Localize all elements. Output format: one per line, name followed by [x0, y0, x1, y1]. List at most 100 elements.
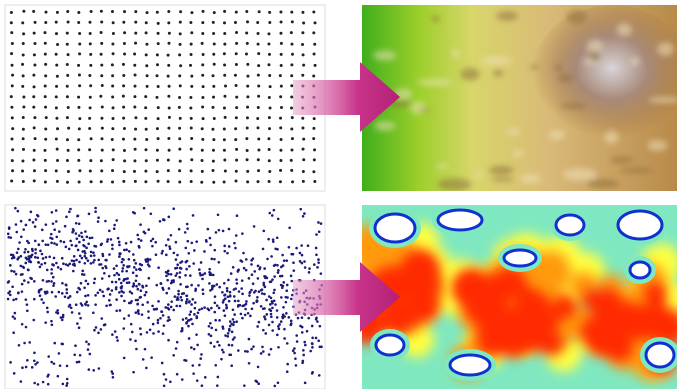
point	[136, 298, 140, 302]
point	[108, 299, 111, 302]
point	[156, 117, 160, 121]
point	[167, 84, 171, 88]
point	[248, 294, 251, 297]
point	[256, 365, 260, 369]
point	[267, 42, 271, 46]
point	[87, 342, 91, 346]
point	[129, 338, 132, 341]
point	[180, 378, 184, 381]
point	[10, 31, 14, 35]
point	[122, 291, 125, 294]
point	[149, 212, 153, 216]
point	[144, 106, 148, 110]
point	[99, 52, 103, 56]
point	[277, 325, 280, 328]
point	[13, 317, 17, 320]
point	[223, 293, 226, 297]
point	[33, 20, 37, 24]
point	[223, 158, 227, 162]
point	[233, 299, 237, 303]
point	[133, 159, 137, 163]
point	[132, 169, 136, 173]
point	[55, 179, 59, 183]
point	[10, 42, 14, 46]
heat-hole	[374, 333, 406, 357]
point	[89, 52, 93, 56]
point	[79, 281, 83, 285]
point	[212, 84, 216, 88]
point	[233, 21, 237, 25]
point	[265, 313, 269, 316]
point	[301, 170, 305, 174]
point	[212, 180, 216, 184]
point	[17, 343, 21, 347]
point	[50, 280, 53, 283]
point	[91, 261, 95, 264]
point	[110, 63, 114, 67]
point	[307, 271, 311, 274]
point	[106, 287, 109, 291]
point	[84, 230, 87, 233]
point	[62, 262, 65, 266]
point	[313, 21, 317, 25]
point	[54, 295, 57, 298]
point	[77, 63, 81, 67]
point	[86, 348, 90, 351]
point	[59, 316, 63, 319]
point	[133, 95, 137, 99]
point	[281, 286, 284, 290]
ridge	[586, 39, 604, 53]
point	[214, 328, 218, 332]
point	[172, 251, 176, 255]
point	[303, 340, 307, 344]
point	[200, 384, 204, 388]
point	[59, 267, 63, 271]
point	[9, 253, 13, 257]
point	[231, 318, 235, 321]
point	[283, 327, 286, 331]
point	[201, 9, 205, 13]
point	[144, 116, 148, 120]
point	[27, 241, 31, 245]
point	[138, 296, 142, 299]
point	[298, 260, 302, 263]
point	[56, 266, 60, 269]
point	[39, 249, 42, 253]
point	[111, 21, 115, 25]
point	[312, 74, 316, 78]
point	[42, 301, 45, 305]
ridge	[451, 49, 460, 58]
point	[99, 30, 103, 34]
point	[189, 95, 193, 99]
ridge	[410, 101, 427, 115]
point	[201, 137, 205, 141]
point	[298, 251, 302, 255]
point	[186, 285, 189, 288]
point	[65, 382, 69, 385]
point	[11, 169, 15, 173]
point	[311, 336, 314, 340]
point	[67, 126, 71, 130]
point	[70, 259, 74, 262]
point	[316, 320, 319, 323]
point	[302, 158, 306, 162]
point	[111, 180, 115, 184]
point	[56, 311, 60, 315]
point	[124, 277, 128, 281]
point	[178, 180, 182, 184]
point	[216, 340, 219, 344]
point	[117, 273, 121, 277]
point	[318, 324, 322, 328]
point	[250, 259, 253, 262]
point	[88, 116, 92, 120]
point	[155, 74, 159, 78]
point	[36, 361, 39, 364]
point	[118, 309, 122, 312]
point	[144, 180, 148, 184]
point	[245, 41, 249, 45]
point	[294, 364, 298, 367]
point	[237, 304, 240, 307]
point	[14, 272, 18, 276]
point	[55, 127, 59, 131]
point	[33, 225, 37, 228]
